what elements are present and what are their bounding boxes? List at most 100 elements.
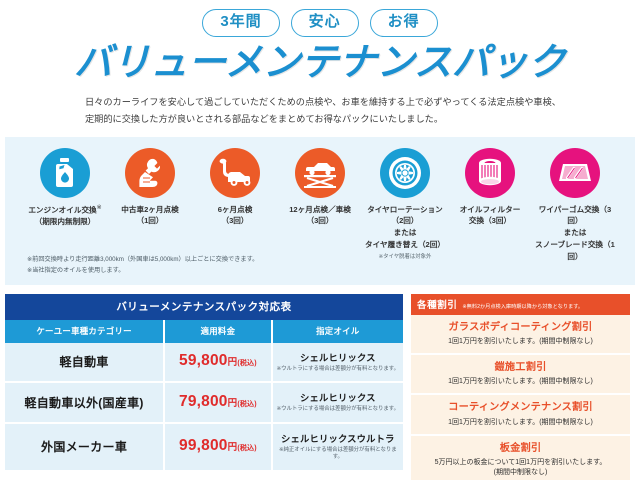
benefit-pill-duration: 3年間: [202, 9, 280, 37]
discount-desc: 1回1万円を割引いたします。(期間中制限なし): [448, 418, 593, 426]
price-value: 99,800円(税込): [167, 437, 268, 455]
discounts-block: 各種割引 ※無料2か月点検入庫時期以降から対象となります。 ガラスボディコーティ…: [411, 293, 630, 480]
wrench-hand-icon: [125, 147, 175, 198]
price-table: ケーユー車種カテゴリー 適用料金 指定オイル 軽自動車 59,800円(税込): [5, 319, 403, 470]
service-label-sup: ※: [96, 204, 102, 211]
price-number: 59,800: [179, 352, 228, 370]
page-title: バリューメンテナンスパック: [74, 41, 566, 84]
oil-note: ※純正オイルにする場合は差額分が有料となります。: [279, 446, 397, 461]
service-label-6month: 6ヶ月点検 （3回）: [193, 204, 277, 228]
service-item-used-car-2month: 中古車2ヶ月点検 （1回）: [108, 147, 192, 263]
category-value: 外国メーカー車: [41, 439, 128, 454]
price-tax-note: (税込): [237, 445, 257, 453]
bottom-section: バリューメンテナンスパック対応表 ケーユー車種カテゴリー 適用料金 指定オイル …: [5, 293, 635, 480]
table-row: 軽自動車 59,800円(税込) シェルヒリックス ※ウルトラにする場合は差額分…: [5, 342, 403, 384]
table-header-row: ケーユー車種カテゴリー 適用料金 指定オイル: [5, 319, 403, 343]
lead-paragraph: 日々のカーライフを安心して過ごしていただくための点検や、お車を維持する上で必ずや…: [85, 94, 561, 128]
column-header-category: ケーユー車種カテゴリー: [5, 319, 166, 343]
benefit-pill-お得: お得: [369, 9, 438, 37]
category-value: 軽自動車以外(国産車): [24, 395, 144, 410]
discounts-header-note: ※無料2か月点検入庫時期以降から対象となります。: [462, 303, 584, 310]
service-label-tire: タイヤローテーション（2回） または タイヤ履き替え（2回） ※タイヤ脱着は対象…: [363, 204, 447, 261]
discount-desc: 1回1万円を割引いたします。(期間中制限なし): [448, 378, 593, 386]
price-table-block: バリューメンテナンスパック対応表 ケーユー車種カテゴリー 適用料金 指定オイル …: [5, 293, 403, 470]
cell-price: 59,800円(税込): [164, 342, 273, 384]
price-tax-note: (税込): [237, 401, 257, 409]
discount-item-yoroi: 鎧施工割引 1回1万円を割引いたします。(期間中制限なし): [411, 355, 630, 396]
oil-value: シェルヒリックス: [299, 352, 376, 363]
cell-oil: シェルヒリックス ※ウルトラにする場合は差額分が有料となります。: [271, 382, 403, 424]
service-label-line3: スノーブレード交換（1回）: [535, 239, 615, 261]
price-value: 79,800円(税込): [167, 393, 268, 411]
discount-title: 鎧施工割引: [494, 362, 547, 374]
service-label-wiper: ワイパーゴム交換（3回） または スノーブレード交換（1回）: [533, 204, 617, 263]
service-item-tire-rotation: タイヤローテーション（2回） または タイヤ履き替え（2回） ※タイヤ脱着は対象…: [363, 147, 447, 263]
cell-category: 軽自動車以外(国産車): [5, 382, 166, 424]
price-currency: 円: [227, 442, 238, 454]
oil-note: ※ウルトラにする場合は差額分が有料となります。: [276, 365, 400, 372]
benefit-pill-row: 3年間 安心 お得: [0, 0, 640, 37]
oil-note: ※ウルトラにする場合は差額分が有料となります。: [276, 406, 400, 413]
service-item-6month-inspection: 6ヶ月点検 （3回）: [193, 147, 277, 263]
service-label-line1: ワイパーゴム交換（3回）: [538, 204, 612, 226]
price-tax-note: (税込): [237, 360, 257, 368]
discount-title: コーティングメンテナンス割引: [448, 402, 593, 414]
service-label-engine-oil: エンジンオイル交換※ （期限内無制限）: [23, 204, 107, 228]
service-label-oil-filter: オイルフィルター 交換（3回）: [448, 204, 532, 228]
price-number: 99,800: [179, 437, 228, 455]
discount-item-glass-coating: ガラスボディコーティング割引 1回1万円を割引いたします。(期間中制限なし): [411, 314, 630, 356]
discounts-header: 各種割引 ※無料2か月点検入庫時期以降から対象となります。: [411, 293, 630, 315]
band-footnote-2: ※当社指定のオイルを使用します。: [27, 266, 125, 274]
category-value: 軽自動車: [59, 354, 109, 369]
lead-line-2: 定期的に交換した方が良いとされる部品などをまとめてお得なパックにいたしました。: [85, 113, 444, 124]
cell-price: 99,800円(税込): [164, 422, 273, 470]
service-label-line2: （期限内無制限）: [34, 216, 96, 226]
service-label-used-car-2month: 中古車2ヶ月点検 （1回）: [108, 204, 192, 228]
benefit-pill-安心: 安心: [290, 9, 359, 37]
cell-oil: シェルヒリックスウルトラ ※純正オイルにする場合は差額分が有料となります。: [271, 422, 403, 470]
oil-value: シェルヒリックス: [299, 393, 376, 404]
oil-value: シェルヒリックスウルトラ: [280, 433, 395, 444]
discount-desc-2: (期間中制限なし): [493, 469, 548, 477]
service-label-line1: エンジンオイル交換: [28, 205, 97, 215]
service-label-line1: 6ヶ月点検: [217, 204, 253, 214]
service-item-engine-oil: エンジンオイル交換※ （期限内無制限）: [23, 147, 107, 263]
service-label-line1: 12ヶ月点検／車検: [289, 204, 351, 214]
services-icon-row: エンジンオイル交換※ （期限内無制限） 中古車2ヶ月点検 （1回）: [5, 147, 635, 263]
service-label-12month: 12ヶ月点検／車検 （3回）: [278, 204, 362, 228]
car-lift-icon: [295, 147, 345, 198]
service-item-oil-filter: オイルフィルター 交換（3回）: [448, 147, 532, 263]
discount-item-coating-maintenance: コーティングメンテナンス割引 1回1万円を割引いたします。(期間中制限なし): [411, 395, 630, 436]
service-label-line2: （1回）: [136, 216, 164, 226]
table-row: 外国メーカー車 99,800円(税込) シェルヒリックスウルトラ ※純正オイルに…: [5, 422, 403, 470]
lead-line-1: 日々のカーライフを安心して過ごしていただくための点検や、お車を維持する上で必ずや…: [85, 96, 561, 107]
service-label-line3: タイヤ履き替え（2回）: [365, 239, 445, 249]
price-currency: 円: [227, 357, 238, 369]
service-label-line2: または: [563, 228, 587, 238]
service-note-tire: ※タイヤ脱着は対象外: [378, 253, 432, 260]
discount-desc: 5万円以上の板金について1回1万円を割引いたします。: [434, 459, 607, 467]
table-row: 軽自動車以外(国産車) 79,800円(税込) シェルヒリックス ※ウルトラにす…: [5, 382, 403, 424]
services-band: エンジンオイル交換※ （期限内無制限） 中古車2ヶ月点検 （1回）: [5, 136, 635, 285]
cell-category: 軽自動車: [5, 342, 166, 384]
price-table-title: バリューメンテナンスパック対応表: [5, 293, 403, 320]
discount-desc: 1回1万円を割引いたします。(期間中制限なし): [448, 337, 593, 345]
service-item-wiper: ワイパーゴム交換（3回） または スノーブレード交換（1回）: [533, 147, 617, 263]
discount-title: 板金割引: [499, 442, 542, 454]
cell-price: 79,800円(税込): [164, 382, 273, 424]
price-number: 79,800: [179, 393, 228, 411]
cell-category: 外国メーカー車: [5, 422, 166, 470]
service-label-line2: または: [393, 228, 417, 238]
oil-filter-icon: [465, 147, 515, 198]
service-item-12month-shaken: 12ヶ月点検／車検 （3回）: [278, 147, 362, 263]
discount-item-bankin: 板金割引 5万円以上の板金について1回1万円を割引いたします。 (期間中制限なし…: [411, 435, 630, 480]
column-header-oil: 指定オイル: [271, 319, 403, 343]
car-hood-inspection-icon: [210, 147, 260, 198]
service-label-line1: タイヤローテーション（2回）: [367, 204, 443, 226]
service-label-line1: オイルフィルター: [459, 204, 521, 214]
service-label-line1: 中古車2ヶ月点検: [121, 204, 179, 214]
discount-title: ガラスボディコーティング割引: [448, 321, 593, 333]
discounts-title: 各種割引: [417, 299, 458, 311]
wiper-blade-icon: [550, 147, 600, 198]
